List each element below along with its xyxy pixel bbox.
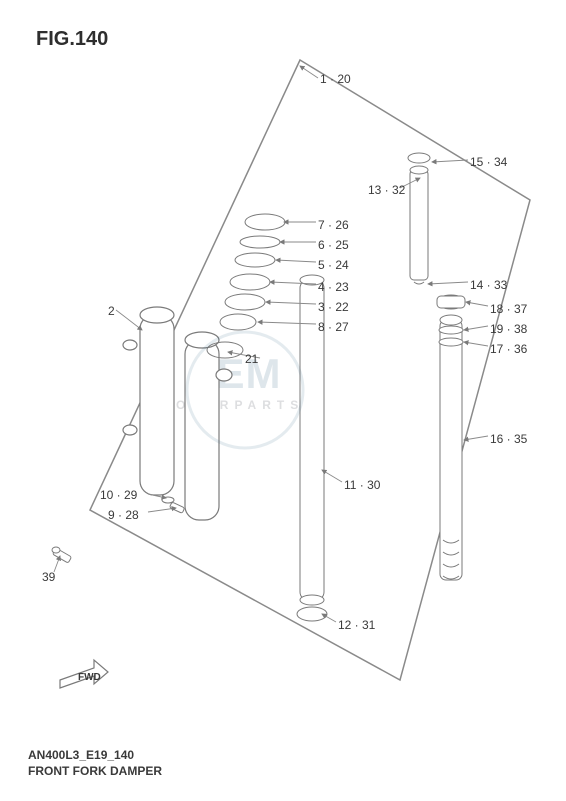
callout-c3: 13 · 32 — [368, 183, 405, 197]
spring-assy — [437, 295, 465, 580]
callout-c4: 7 · 26 — [318, 218, 349, 232]
figure-footer: AN400L3_E19_140 FRONT FORK DAMPER — [28, 748, 162, 779]
callout-c2: 15 · 34 — [470, 155, 507, 169]
fwd-label: FWD — [78, 672, 101, 683]
callout-c21: 12 · 31 — [338, 618, 375, 632]
footer-title: FRONT FORK DAMPER — [28, 764, 162, 780]
callout-c1: 1 · 20 — [320, 72, 351, 86]
callout-c9: 3 · 22 — [318, 300, 349, 314]
callout-c19: 9 · 28 — [108, 508, 139, 522]
damper-rod — [408, 153, 430, 284]
footer-code: AN400L3_E19_140 — [28, 748, 162, 764]
drain-bolt — [162, 497, 185, 513]
callout-c11: 8 · 27 — [318, 320, 349, 334]
callout-c13: 19 · 38 — [490, 322, 527, 336]
callout-c7: 14 · 33 — [470, 278, 507, 292]
callout-c6: 5 · 24 — [318, 258, 349, 272]
callout-c17: 11 · 30 — [344, 478, 380, 492]
callout-c14: 17 · 36 — [490, 342, 527, 356]
callout-c10: 2 — [108, 304, 115, 318]
callout-c15: 21 — [245, 352, 258, 366]
callout-c20: 39 — [42, 570, 55, 584]
leader-lines — [54, 66, 488, 622]
callout-c8: 4 · 23 — [318, 280, 349, 294]
callout-c16: 16 · 35 — [490, 432, 527, 446]
callout-c18: 10 · 29 — [100, 488, 137, 502]
callout-c12: 18 · 37 — [490, 302, 527, 316]
callout-c5: 6 · 25 — [318, 238, 349, 252]
bolt-39 — [52, 547, 72, 563]
